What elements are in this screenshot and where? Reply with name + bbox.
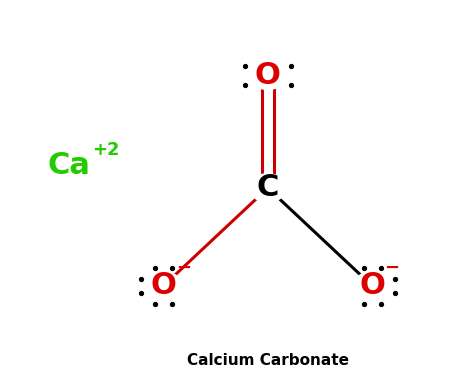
Text: Ca: Ca	[47, 151, 90, 180]
Circle shape	[354, 271, 390, 300]
Text: −: −	[176, 259, 191, 277]
Text: O: O	[359, 271, 385, 300]
Circle shape	[146, 271, 182, 300]
Text: Calcium Carbonate: Calcium Carbonate	[187, 353, 349, 368]
Text: +2: +2	[92, 141, 120, 159]
Circle shape	[250, 174, 286, 202]
Circle shape	[250, 61, 286, 89]
Text: −: −	[384, 259, 400, 277]
Text: O: O	[255, 61, 281, 90]
Text: O: O	[151, 271, 176, 300]
Text: C: C	[256, 173, 279, 203]
